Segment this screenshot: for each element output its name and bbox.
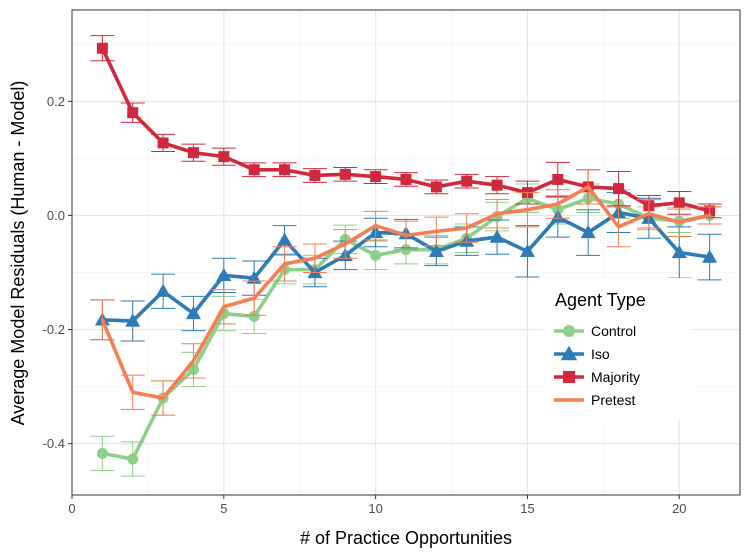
point-square [430, 181, 442, 193]
point-circle [127, 453, 139, 465]
plot-panel [71, 9, 741, 496]
point-circle [562, 324, 576, 338]
series-pretest [90, 169, 722, 416]
point-circle [370, 249, 382, 261]
point-triangle [185, 306, 201, 320]
x-tick-label: 0 [68, 501, 75, 516]
legend-label-control: Control [591, 323, 636, 339]
point-triangle [519, 243, 535, 257]
point-triangle [580, 225, 596, 239]
point-triangle [702, 249, 718, 263]
series-line-pretest [100, 185, 712, 400]
panel-border [71, 9, 741, 496]
point-triangle [125, 313, 141, 327]
y-axis: -0.4 -0.2 0.0 0.2 [43, 94, 72, 451]
point-square [96, 42, 108, 54]
legend-label-majority: Majority [591, 369, 640, 385]
series-majority [90, 35, 722, 219]
legend-title: Agent Type [555, 290, 646, 310]
point-square [279, 164, 291, 176]
point-square [339, 168, 351, 180]
point-square [461, 175, 473, 187]
point-square [187, 147, 199, 159]
x-tick-label: 20 [672, 501, 686, 516]
x-tick-label: 15 [520, 501, 534, 516]
y-tick-label: 0.2 [47, 94, 65, 109]
point-square [562, 370, 576, 384]
point-square [613, 183, 625, 195]
point-square [248, 164, 260, 176]
legend-items: Control Iso Majority Pretest [554, 323, 640, 408]
point-square [552, 173, 564, 185]
point-triangle [428, 243, 444, 257]
point-triangle [155, 283, 171, 297]
point-square [157, 137, 169, 149]
y-tick-label: 0.0 [47, 208, 65, 223]
point-square [218, 151, 230, 163]
point-triangle [671, 245, 687, 259]
x-tick-label: 10 [368, 501, 382, 516]
y-tick-label: -0.2 [43, 322, 65, 337]
legend-item-iso: Iso [554, 345, 610, 362]
point-triangle [277, 232, 293, 246]
legend-item-control: Control [554, 323, 636, 339]
x-axis-title: # of Practice Opportunities [300, 528, 512, 548]
y-tick-label: -0.4 [43, 436, 65, 451]
point-square [309, 169, 321, 181]
legend-item-majority: Majority [554, 369, 640, 385]
point-triangle [489, 229, 505, 243]
point-circle [96, 447, 108, 459]
point-square [491, 179, 503, 191]
x-tick-label: 5 [220, 501, 227, 516]
point-square [673, 197, 685, 209]
point-triangle [560, 345, 578, 361]
point-square [400, 173, 412, 185]
point-triangle [246, 270, 262, 284]
legend-label-pretest: Pretest [591, 392, 635, 408]
point-circle [248, 310, 260, 322]
point-square [370, 171, 382, 183]
point-triangle [216, 267, 232, 281]
legend: Agent Type Control Iso Majority Pretest [543, 278, 691, 420]
x-axis: 0 5 10 15 20 [68, 495, 687, 516]
legend-label-iso: Iso [591, 346, 610, 362]
y-axis-title: Average Model Residuals (Human - Model) [8, 81, 28, 426]
legend-item-pretest: Pretest [554, 392, 635, 408]
point-square [127, 107, 139, 119]
